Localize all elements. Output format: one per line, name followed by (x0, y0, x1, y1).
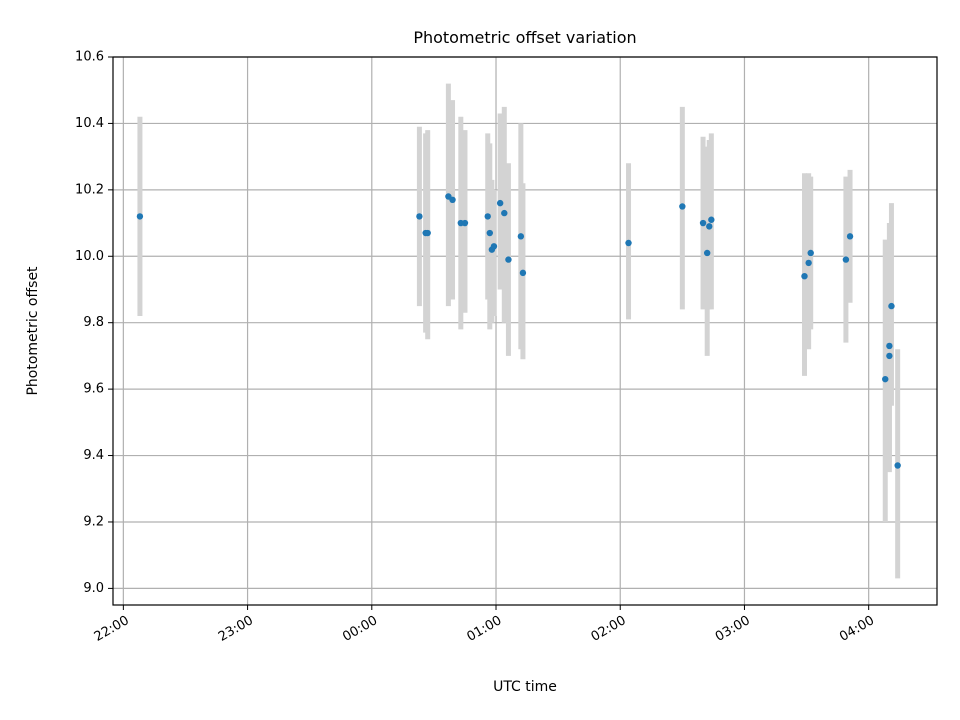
data-point (625, 239, 632, 247)
data-point (505, 256, 512, 263)
y-tick-label: 10.0 (75, 249, 104, 264)
y-tick-label: 9.0 (83, 581, 104, 596)
data-point (882, 375, 889, 383)
y-tick-label: 10.6 (75, 50, 104, 65)
y-tick-label: 9.2 (83, 514, 104, 529)
data-point (703, 249, 711, 257)
data-point (461, 219, 469, 227)
data-point (807, 249, 814, 257)
data-point (679, 203, 686, 210)
data-point (886, 352, 893, 360)
data-point (484, 213, 491, 220)
y-axis-label: Photometric offset (25, 266, 41, 396)
y-tick-label: 10.4 (75, 116, 104, 131)
x-axis-label: UTC time (493, 679, 557, 695)
data-point (136, 213, 144, 220)
data-point (706, 223, 713, 230)
data-point (805, 259, 812, 267)
data-points (136, 193, 901, 469)
y-tick-label: 9.4 (83, 448, 104, 463)
chart-title: Photometric offset variation (413, 28, 636, 47)
data-point (846, 233, 854, 240)
data-point (708, 216, 715, 223)
data-point (486, 229, 494, 237)
data-point (416, 213, 423, 220)
data-point (894, 462, 901, 469)
data-point (490, 243, 498, 250)
data-point (449, 196, 456, 204)
data-point (496, 199, 504, 207)
data-point (519, 269, 527, 277)
data-point (842, 256, 850, 263)
data-point (801, 273, 808, 280)
data-point (886, 342, 893, 350)
plot-frame (112, 56, 938, 606)
y-axis-ticks: 9.0 9.2 9.4 9.6 9.8 10.0 10.2 10.4 10.6 (75, 50, 113, 596)
data-point (501, 209, 508, 217)
data-point (517, 233, 525, 240)
data-point (888, 302, 895, 310)
data-point (424, 229, 431, 237)
y-tick-label: 9.8 (83, 315, 104, 330)
y-tick-label: 10.2 (75, 182, 104, 197)
y-tick-label: 9.6 (83, 382, 104, 397)
data-point (699, 219, 707, 227)
